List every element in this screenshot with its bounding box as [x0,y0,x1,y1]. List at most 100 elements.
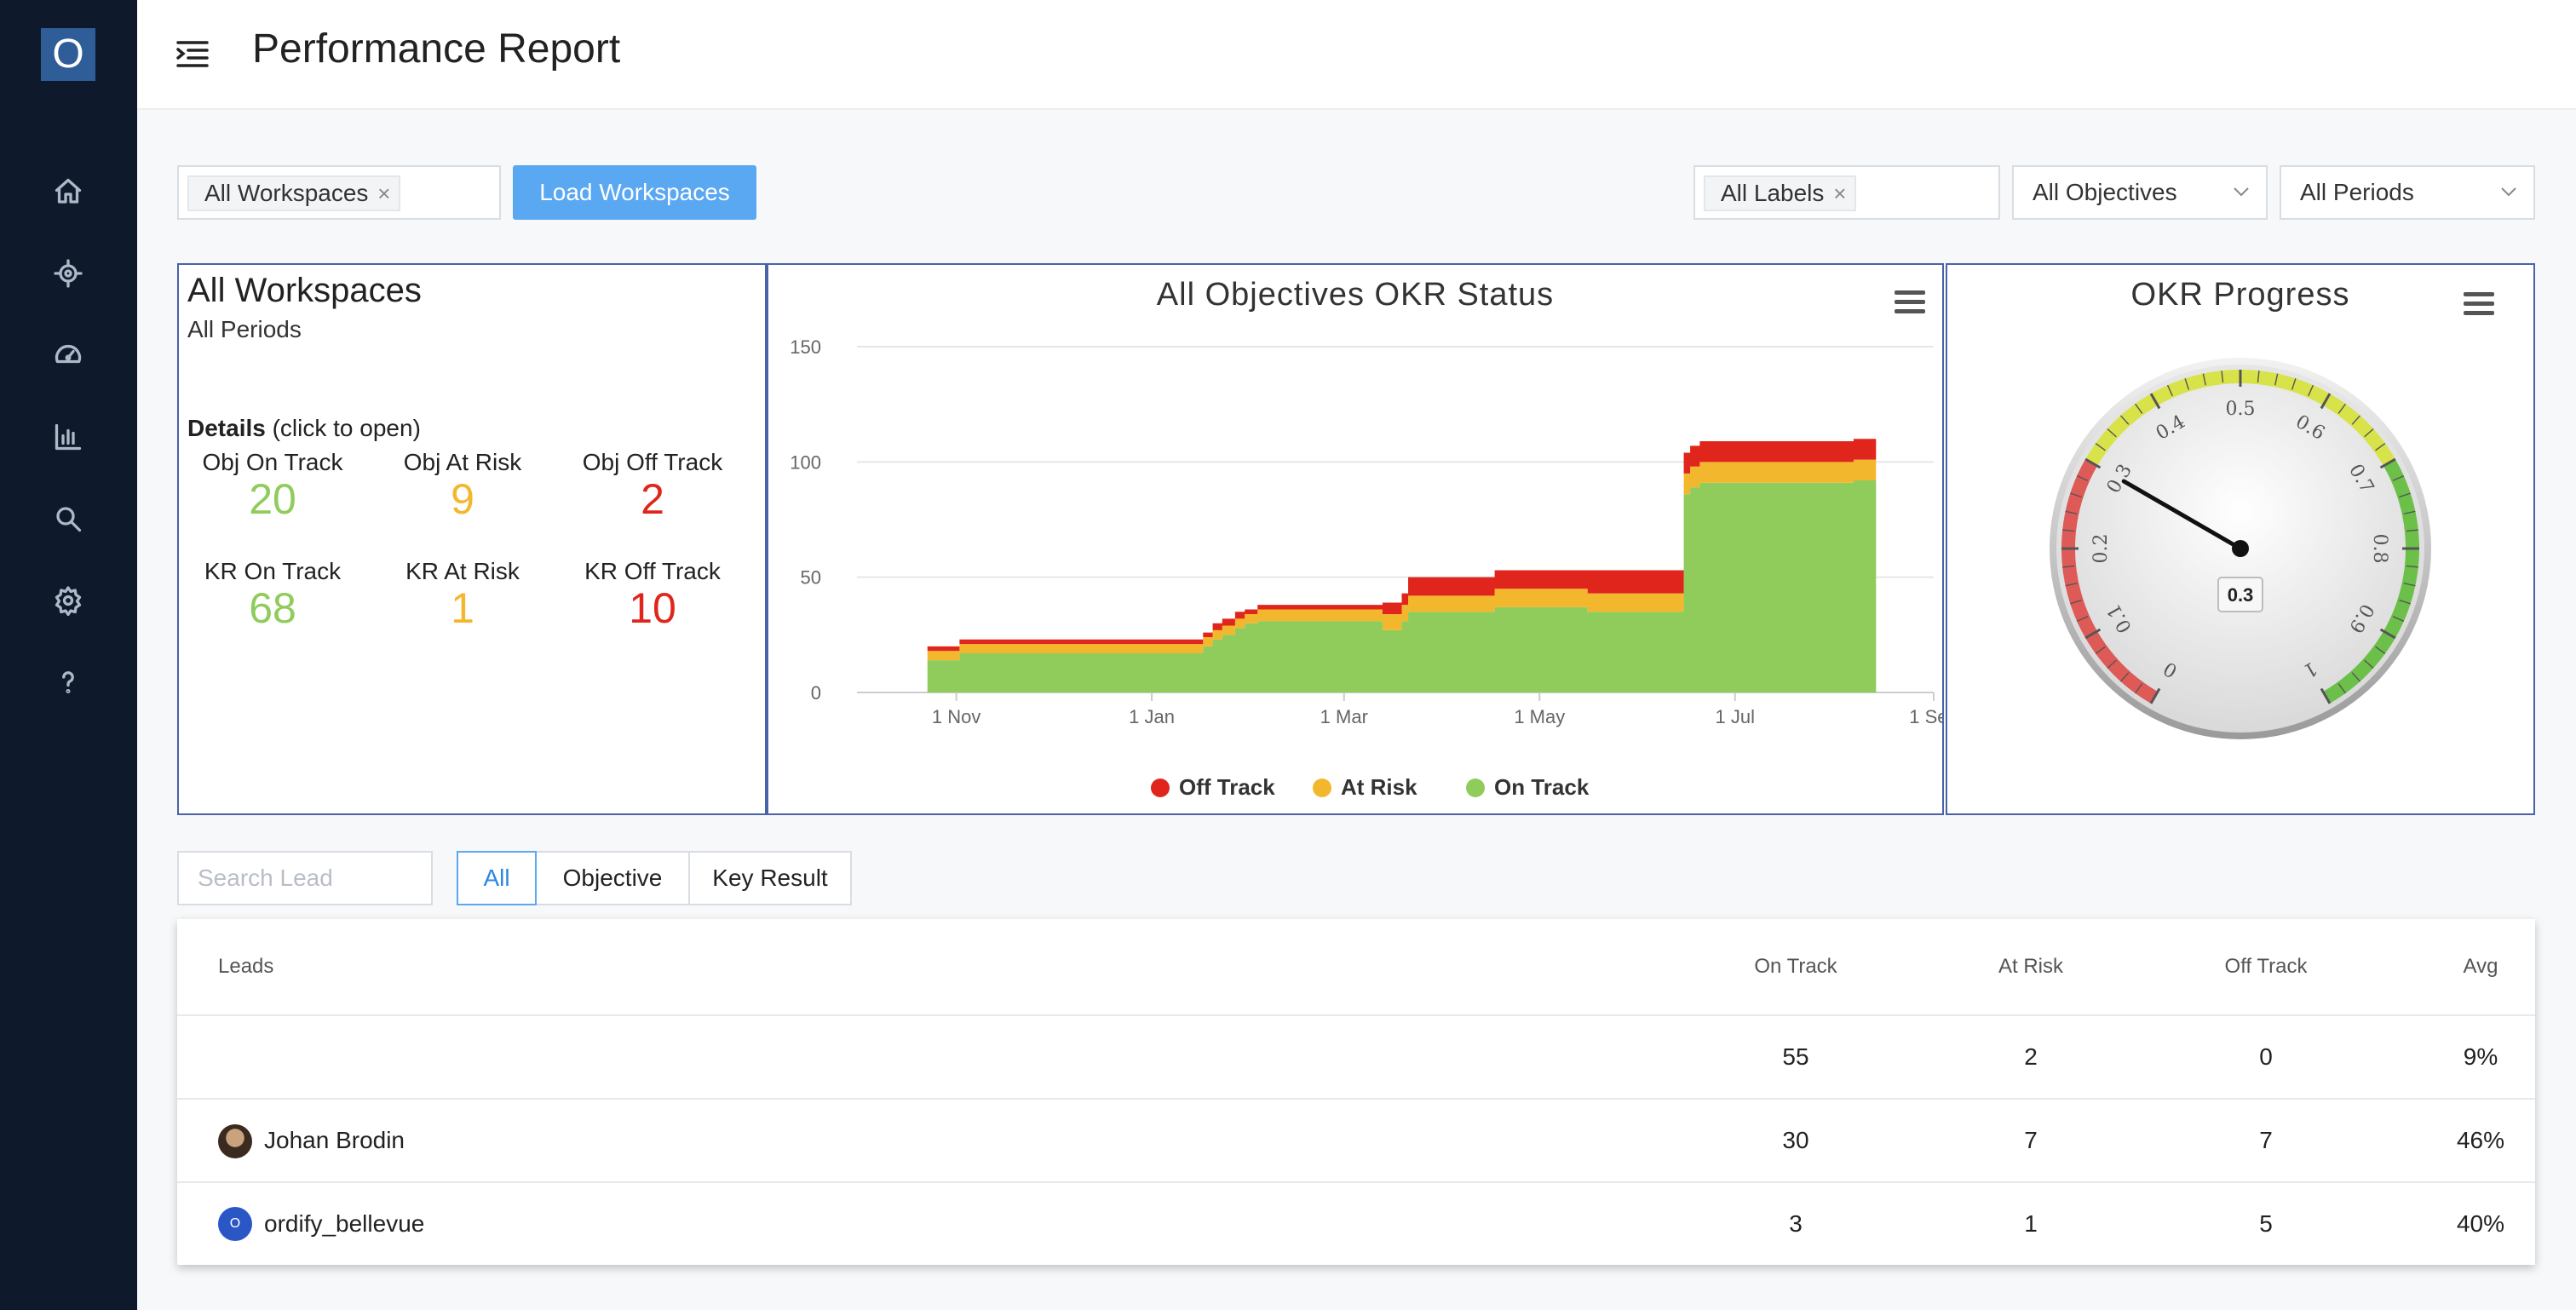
home-icon[interactable] [48,171,89,212]
bar-chart-icon[interactable] [48,417,89,457]
col-at-risk[interactable]: At Risk [1998,955,2063,978]
remove-label-tag-icon[interactable]: × [1833,181,1847,206]
objectives-select[interactable]: All Objectives [2012,165,2268,220]
series-area-off-track [927,439,1877,652]
series-area-on-track [927,480,1877,692]
load-workspaces-button[interactable]: Load Workspaces [513,165,756,220]
legend-off-track-label: Off Track [1179,774,1275,800]
target-icon[interactable] [48,253,89,294]
gauge-minor-tick [2364,659,2374,669]
dashboard-icon[interactable] [48,335,89,376]
lead-name: ordify_bellevue [264,1210,425,1237]
periods-select[interactable]: All Periods [2280,165,2535,220]
col-leads[interactable]: Leads [218,955,274,978]
gauge-needle [2121,479,2243,551]
gauge-minor-tick [2070,492,2082,498]
filter-key-result-button[interactable]: Key Result [688,851,852,905]
stat-label: KR On Track [204,558,342,584]
chevron-down-icon [2501,187,2516,197]
gauge-pivot [2232,540,2249,557]
stat-kr-on-track[interactable]: KR On Track 68 [179,558,366,631]
gauge-minor-tick [2351,672,2361,682]
filter-objective-button[interactable]: Objective [535,851,690,905]
series-area-at-risk [927,459,1877,661]
legend-off-track-marker [1151,779,1170,797]
gauge-minor-tick [2399,492,2411,498]
gauge-major-tick [2379,457,2396,469]
col-on-track[interactable]: On Track [1754,955,1837,978]
stat-value: 9 [451,475,474,523]
summary-title: All Workspaces [187,272,422,309]
gauge-band-green [2322,459,2419,704]
gauge-minor-tick [2134,683,2143,694]
gauge-minor-tick [2076,616,2089,623]
stat-obj-on-track[interactable]: Obj On Track 20 [179,449,366,522]
okr-progress-card: OKR Progress 0 0.1 0.2 0.3 0.4 0.5 0.6 0.7 0.8 0.… [1946,263,2535,815]
app-logo[interactable]: O [41,28,95,81]
gauge-major-tick [2149,393,2161,410]
filter-all-button[interactable]: All [457,851,537,905]
off-track-count: 0 [2259,1043,2273,1070]
avg-value: 40% [2456,1210,2505,1237]
details-hint: (click to open) [265,415,421,441]
gauge-minor-tick [2291,378,2297,390]
stat-label: KR Off Track [584,558,721,584]
gauge-minor-tick [2119,672,2130,682]
search-icon[interactable] [48,498,89,539]
table-row[interactable]: Johan Brodin 30 7 7 46% [177,1100,2535,1183]
off-track-count: 7 [2259,1127,2273,1153]
stat-label: Obj Off Track [582,449,723,475]
workspaces-filter[interactable]: All Workspaces × [177,165,501,220]
gauge-menu-icon[interactable] [2464,292,2494,318]
gauge-title: OKR Progress [2130,277,2350,313]
summary-card: All Workspaces All Periods Details (clic… [177,263,767,815]
avatar: O [218,1207,252,1241]
x-tick-label: 1 Mar [1320,706,1368,727]
help-icon[interactable] [48,662,89,703]
objectives-select-value: All Objectives [2033,179,2177,205]
stat-label: Obj On Track [202,449,343,475]
okr-status-chart: 0 50 100 150 1 Nov 1 Jan 1 Mar 1 May 1 Jul 1 Sep O… [790,336,1942,800]
lead-name: Johan Brodin [264,1127,405,1153]
search-lead-input[interactable] [177,851,433,905]
chevron-down-icon [2234,187,2249,197]
gauge-minor-tick [2062,529,2075,532]
gear-icon[interactable] [48,580,89,621]
gauge-tick-label: 0.2 [2090,534,2112,564]
gauge-band-red [2061,459,2159,704]
gauge-minor-tick [2107,428,2117,438]
gauge-value-box [2217,577,2263,612]
chart-menu-icon[interactable] [1895,290,1925,316]
gauge-value-label: 0.3 [2228,584,2254,606]
stat-obj-at-risk[interactable]: Obj At Risk 9 [369,449,556,522]
at-risk-count: 1 [2024,1210,2038,1237]
table-header-row: Leads On Track At Risk Off Track Avg [177,919,2535,1016]
gauge-minor-tick [2364,428,2374,438]
gauge-minor-tick [2351,415,2361,425]
gauge-minor-tick [2257,371,2260,383]
stat-kr-off-track[interactable]: KR Off Track 10 [559,558,746,631]
table-row[interactable]: O ordify_bellevue 3 1 5 40% [177,1183,2535,1265]
gauge-minor-tick [2202,373,2206,386]
workspace-tag: All Workspaces × [187,175,401,211]
stat-obj-off-track[interactable]: Obj Off Track 2 [559,449,746,522]
gauge-minor-tick [2095,646,2106,655]
labels-filter[interactable]: All Labels × [1693,165,2000,220]
gauge-major-tick [2084,628,2102,640]
menu-toggle-icon[interactable] [175,37,210,70]
col-off-track[interactable]: Off Track [2224,955,2308,978]
gauge-minor-tick [2065,510,2078,514]
gauge-major-tick [2320,393,2332,410]
gauge-minor-tick [2274,373,2279,386]
gauge-major-tick [2084,457,2102,469]
y-tick-label: 150 [790,336,821,358]
col-avg[interactable]: Avg [2463,955,2498,978]
stat-kr-at-risk[interactable]: KR At Risk 1 [369,558,556,631]
at-risk-count: 7 [2024,1127,2038,1153]
gauge-minor-tick [2107,659,2117,669]
details-link[interactable]: Details (click to open) [187,415,421,442]
remove-workspace-tag-icon[interactable]: × [377,181,391,206]
x-tick-label: 1 Sep [1909,706,1942,727]
table-row[interactable]: 55 2 0 9% [177,1016,2535,1100]
gauge-minor-tick [2337,683,2347,694]
